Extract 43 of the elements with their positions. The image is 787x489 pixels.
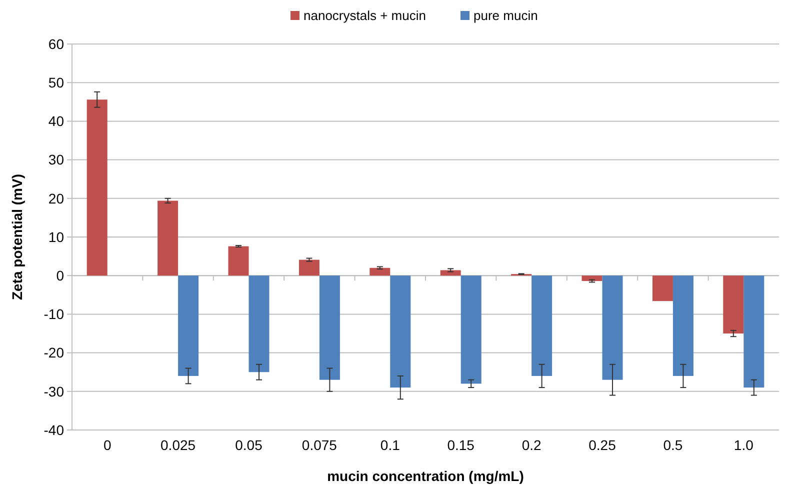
x-tick-label: 0.025	[160, 437, 196, 453]
x-tick-label: 1.0	[734, 437, 754, 453]
y-tick-label: 20	[48, 190, 64, 206]
x-tick-label: 0.25	[588, 437, 616, 453]
bar	[723, 276, 744, 334]
bar	[602, 276, 623, 380]
bar	[158, 200, 178, 276]
bar	[178, 276, 199, 376]
y-tick-label: -20	[44, 344, 64, 361]
bar	[532, 276, 552, 376]
y-tick-label: -40	[44, 422, 64, 438]
bar	[86, 100, 108, 276]
y-tick-label: 50	[48, 74, 64, 90]
bar	[672, 276, 694, 376]
legend-label: pure mucin	[474, 8, 538, 23]
x-tick-label: 0.2	[522, 437, 542, 453]
y-axis-title: Zeta potential (mV)	[9, 174, 25, 300]
bar	[228, 246, 249, 276]
bar	[390, 276, 411, 388]
y-tick-label: 10	[48, 228, 64, 245]
x-tick-label: 0.05	[235, 437, 263, 453]
y-tick-label: 60	[48, 36, 64, 52]
x-tick-label: 0.15	[447, 437, 475, 453]
bar	[440, 270, 461, 276]
y-tick-label: 40	[48, 113, 64, 130]
x-tick-label: 0.075	[302, 437, 338, 453]
bar	[744, 276, 764, 388]
bar	[298, 260, 320, 276]
bar	[319, 276, 340, 380]
y-tick-label: -10	[44, 306, 64, 322]
bar	[582, 276, 602, 282]
x-tick-label: 0	[103, 437, 112, 453]
bar	[652, 276, 673, 302]
x-tick-label: 0.5	[663, 437, 683, 453]
bar	[248, 276, 270, 372]
bar	[460, 276, 482, 384]
x-axis-title: mucin concentration (mg/mL)	[327, 468, 524, 484]
y-tick-label: -30	[44, 383, 64, 400]
y-tick-label: 0	[56, 268, 64, 284]
y-tick-label: 30	[48, 152, 64, 168]
x-tick-label: 0.1	[380, 437, 400, 453]
bar	[370, 268, 390, 276]
legend-label: nanocrystals + mucin	[304, 8, 426, 23]
